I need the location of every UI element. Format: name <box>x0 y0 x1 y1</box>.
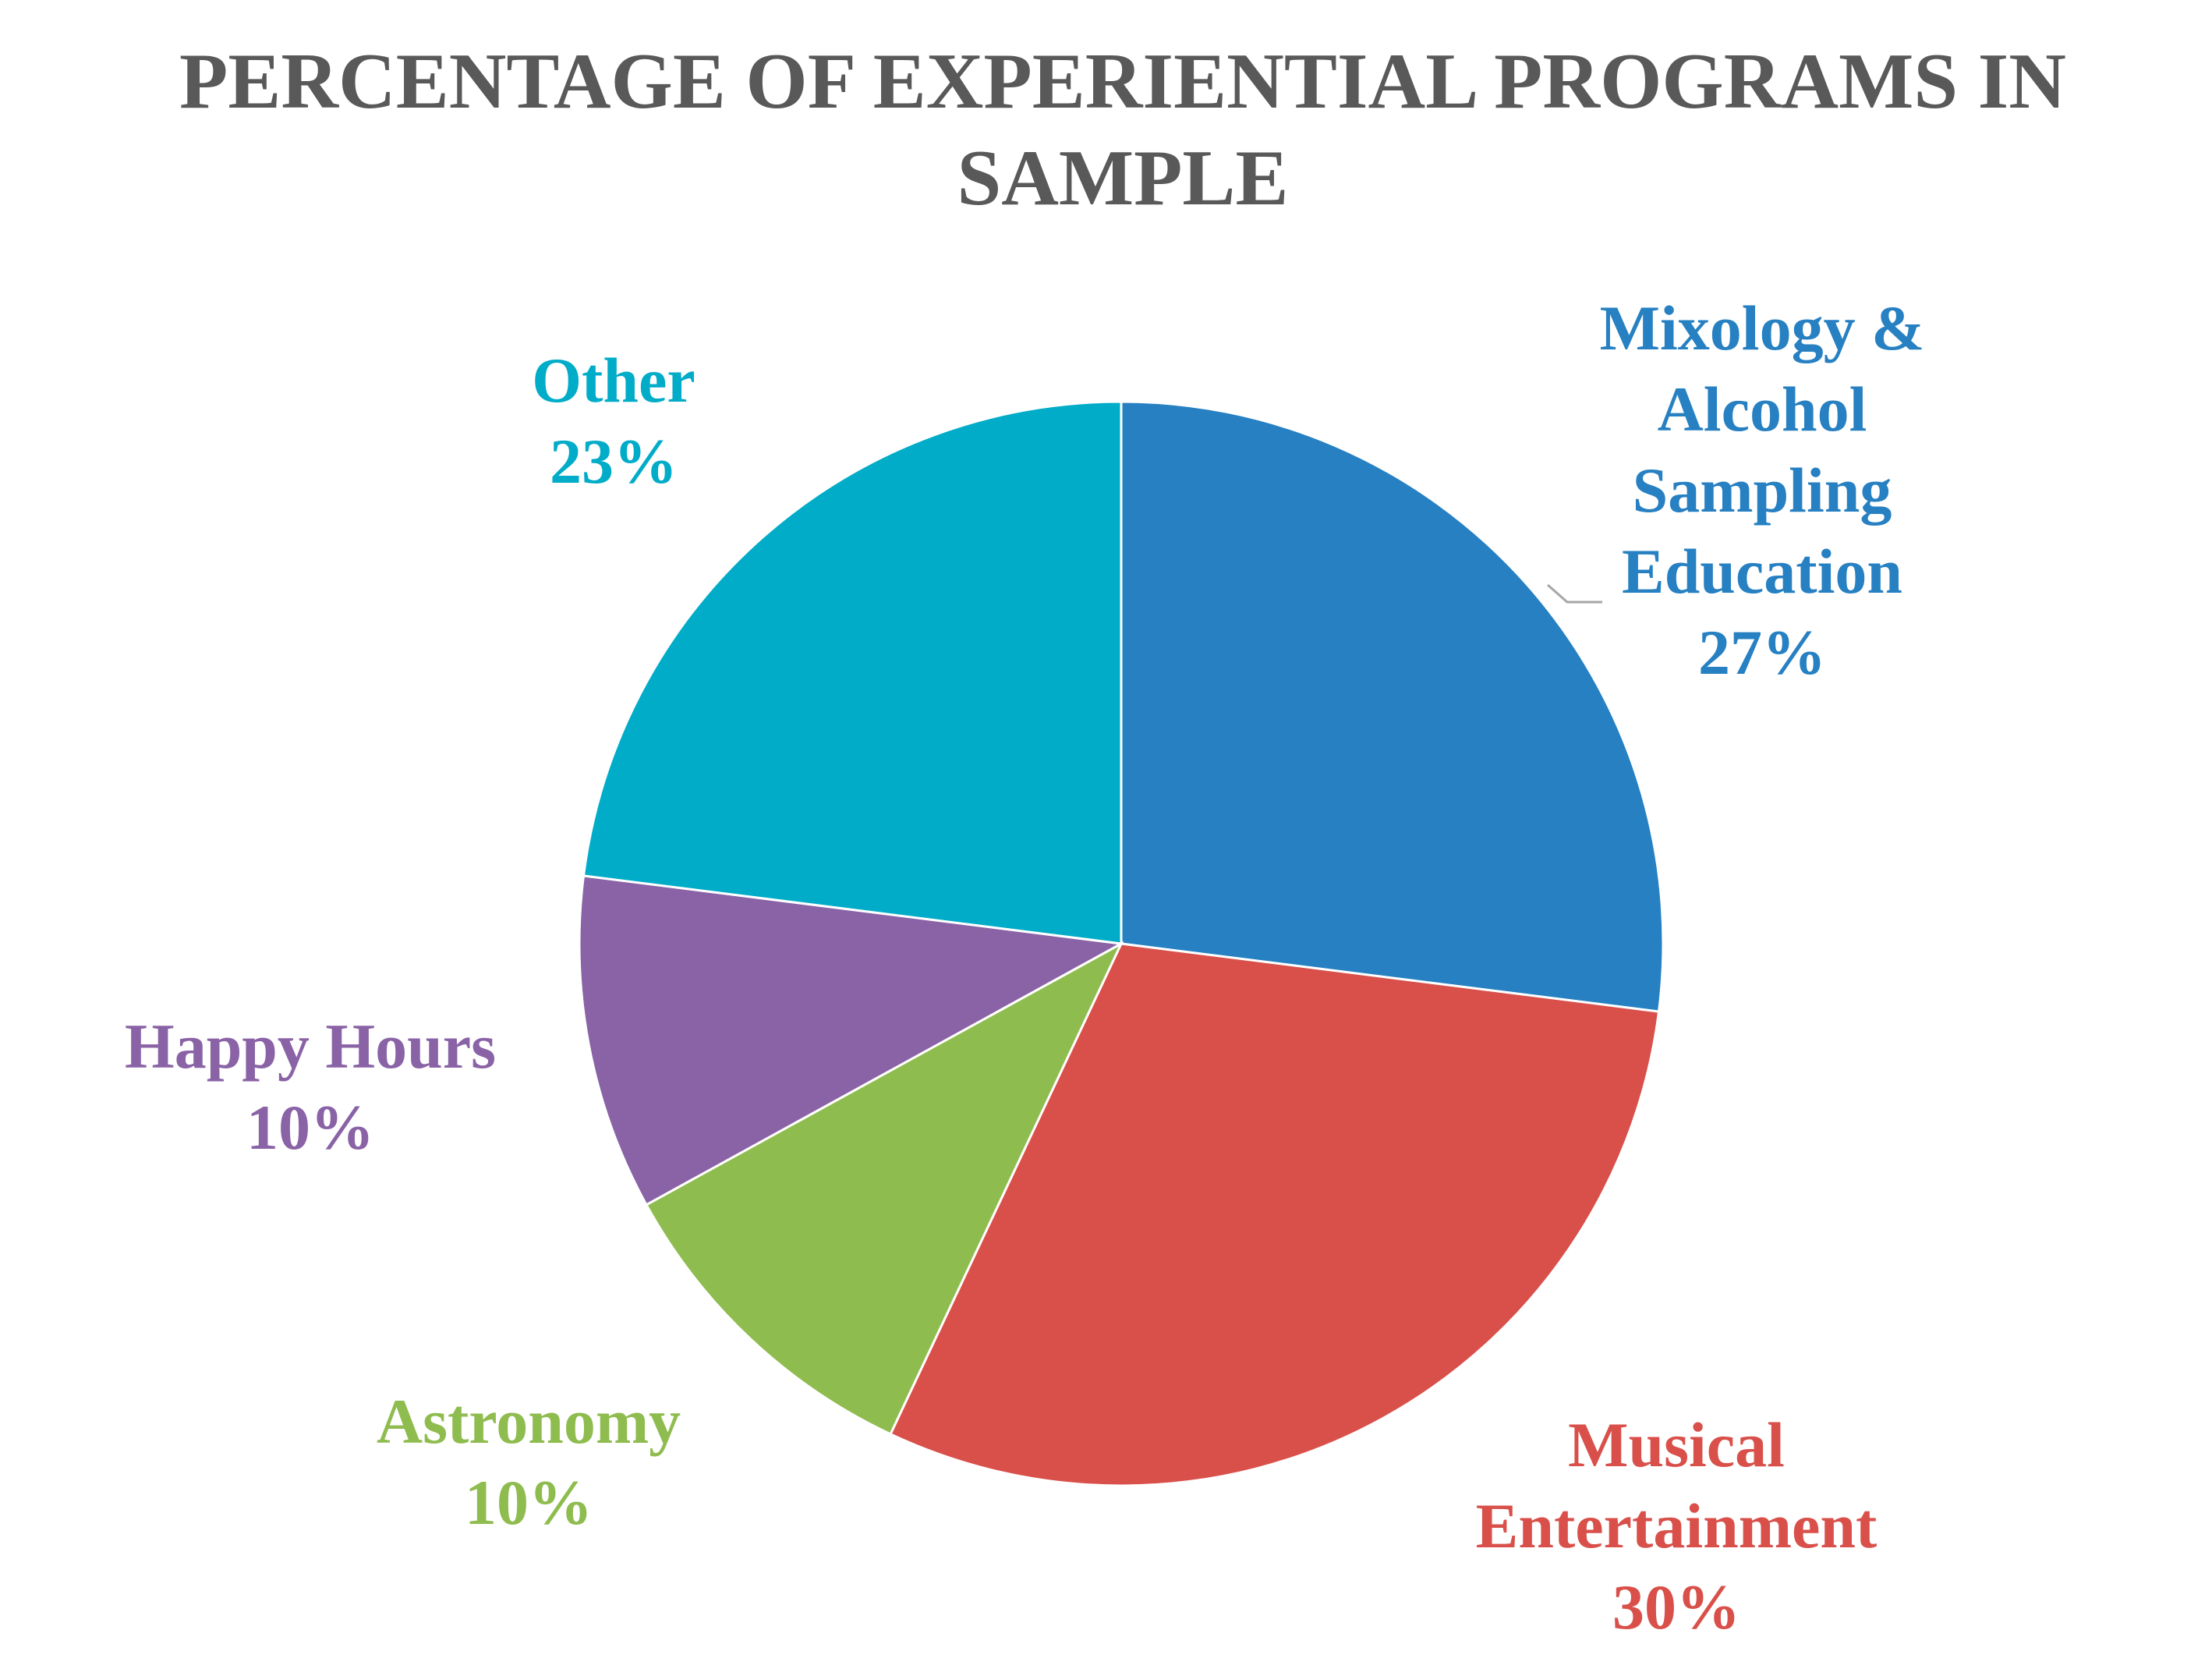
slice-label-line: Mixology & <box>1600 292 1925 363</box>
pie-slice-5 <box>582 400 1123 945</box>
pie-slice-1 <box>1120 400 1665 1013</box>
slice-value-label: 30% <box>1612 1571 1740 1642</box>
pie-slice-3 <box>644 941 1124 1436</box>
slice-value-label: 23% <box>550 426 678 497</box>
slice-label-5: Other 23% <box>532 345 695 497</box>
chart-title-line-1: PERCENTAGE OF EXPERIENTIAL PROGRAMS IN <box>179 37 2066 126</box>
leader-lines <box>1547 583 1602 604</box>
slice-label-2: Musical Entertainment 30% <box>1476 1409 1878 1642</box>
leader-line-1 <box>1547 583 1602 604</box>
chart-title: PERCENTAGE OF EXPERIENTIAL PROGRAMS INSA… <box>179 37 2066 222</box>
slice-label-line: Sampling <box>1633 455 1892 526</box>
slice-value-label: 10% <box>246 1092 374 1163</box>
slice-label-line: Musical <box>1568 1409 1785 1480</box>
slice-label-line: Alcohol <box>1658 374 1867 445</box>
slice-value-label: 10% <box>465 1467 593 1538</box>
slice-label-1: Mixology & Alcohol Sampling Education 27% <box>1600 292 1925 688</box>
slice-label-line: Entertainment <box>1476 1490 1878 1561</box>
slice-label-4: Happy Hours 10% <box>125 1011 496 1163</box>
slice-label-line: Education <box>1622 536 1902 607</box>
slice-label-line: Happy Hours <box>125 1011 496 1082</box>
slice-label-3: Astronomy 10% <box>377 1386 681 1538</box>
slice-value-label: 27% <box>1698 617 1826 688</box>
pie-slice-4 <box>578 874 1125 1207</box>
pie-slice-2 <box>889 942 1661 1487</box>
chart-title-line-2: SAMPLE <box>957 134 1288 222</box>
pie-slices <box>578 400 1665 1487</box>
slice-label-line: Other <box>532 345 695 416</box>
slice-labels: Mixology & Alcohol Sampling Education 27% Mus… <box>125 292 1924 1642</box>
slice-label-line: Astronomy <box>377 1386 681 1457</box>
